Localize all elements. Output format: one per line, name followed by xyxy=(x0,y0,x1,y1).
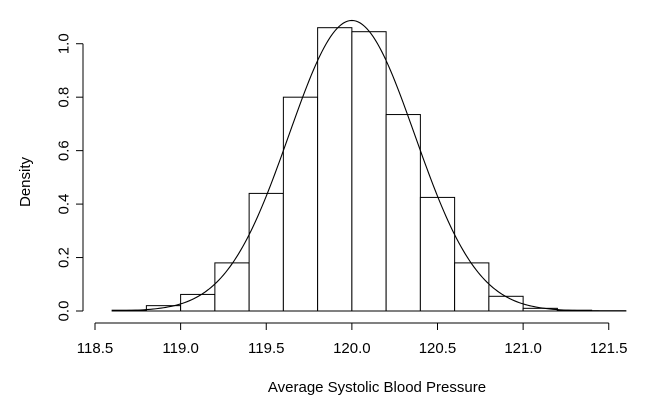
histogram-bar xyxy=(248,192,284,312)
x-axis-ticks: 118.5 119.0 119.5 120.0 120.5 121.0 121.5 xyxy=(77,323,628,357)
histogram-bar xyxy=(385,114,421,312)
histogram-bar xyxy=(145,305,182,312)
y-tick-label: 0.2 xyxy=(56,247,73,268)
histogram-bar xyxy=(282,96,319,312)
y-axis: 0.0 0.2 0.4 0.6 0.8 1.0 xyxy=(56,33,84,321)
y-tick-label: 1.0 xyxy=(56,33,73,54)
x-tick-label: 121.5 xyxy=(590,340,628,357)
x-tick-label: 121.0 xyxy=(504,340,542,357)
x-tick-label: 119.5 xyxy=(248,340,284,357)
x-axis-title: Average Systolic Blood Pressure xyxy=(268,379,486,396)
histogram-bar xyxy=(419,196,456,312)
histogram-bar xyxy=(214,262,250,312)
x-tick-label: 120.5 xyxy=(419,340,457,357)
x-axis: 118.5 119.0 119.5 120.0 120.5 121.0 121.5 xyxy=(77,322,628,357)
x-tick-label: 120.0 xyxy=(333,340,371,357)
histogram-bar xyxy=(317,27,353,312)
x-tick-label: 118.5 xyxy=(77,340,113,357)
histogram-bar xyxy=(454,262,490,312)
x-tick-label: 119.0 xyxy=(162,340,198,357)
y-tick-label: 0.8 xyxy=(56,87,73,108)
y-axis-title: Density xyxy=(17,156,34,207)
histogram-bars xyxy=(111,27,627,312)
histogram-bar xyxy=(351,31,387,312)
y-tick-label: 0.6 xyxy=(56,140,73,161)
histogram-bar xyxy=(488,295,524,312)
normal-density-curve xyxy=(112,19,626,312)
y-tick-label: 0.0 xyxy=(56,301,73,322)
y-tick-label: 0.4 xyxy=(56,194,73,215)
y-axis-ticks: 0.0 0.2 0.4 0.6 0.8 1.0 xyxy=(56,33,83,322)
